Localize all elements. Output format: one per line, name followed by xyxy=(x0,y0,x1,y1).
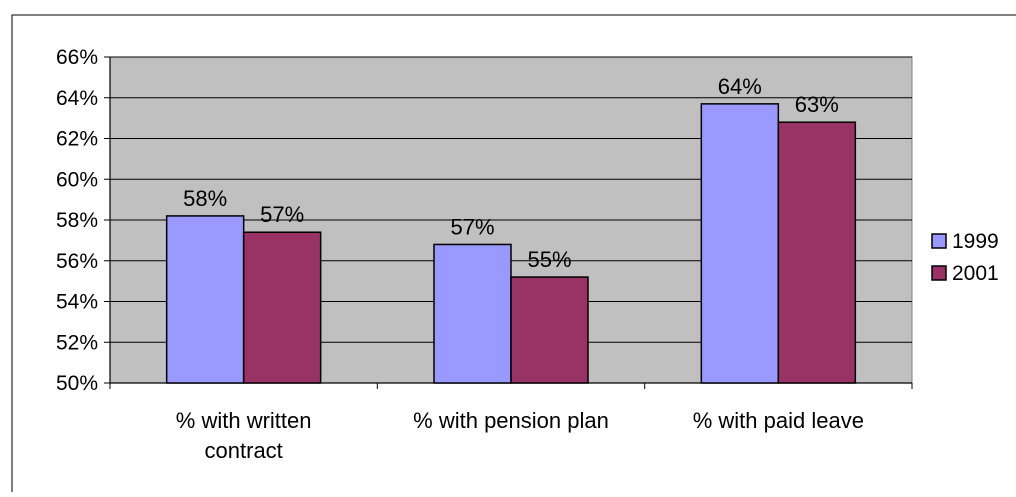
bar-1999-1 xyxy=(433,243,512,384)
legend: 1999 2001 xyxy=(928,226,1016,294)
y-tick-label: 66% xyxy=(56,46,98,69)
data-label: 57% xyxy=(450,214,494,239)
y-tick-label: 56% xyxy=(56,250,98,273)
bars xyxy=(165,103,857,384)
bar-2001-0 xyxy=(242,231,322,384)
legend-label-2001: 2001 xyxy=(952,262,999,285)
y-tick-label: 58% xyxy=(56,209,98,232)
bar-1999-0 xyxy=(165,215,245,384)
bar-2001-1 xyxy=(510,276,589,384)
y-tick-label: 50% xyxy=(56,372,98,395)
y-tick-label: 60% xyxy=(56,168,98,191)
y-tick-label: 54% xyxy=(56,291,98,314)
x-category-label-line: % with paid leave xyxy=(693,408,864,433)
data-labels: 58% 57% 57% 55% 64% 63% xyxy=(183,74,839,272)
bar-1999-2 xyxy=(700,103,780,384)
x-category-label-line: % with pension plan xyxy=(413,408,609,433)
data-label: 64% xyxy=(718,74,762,99)
data-label: 63% xyxy=(795,92,839,117)
data-label: 55% xyxy=(527,247,571,272)
y-tick-label: 62% xyxy=(56,128,98,151)
legend-label-1999: 1999 xyxy=(952,230,999,253)
bar-2001-2 xyxy=(777,121,857,384)
axes: 50% 52% 54% 56% 58% 60% 62% 64% 66% % with writte… xyxy=(56,46,913,463)
x-category-label: % with paid leave xyxy=(693,408,864,433)
x-category-label: % with written contract xyxy=(176,408,312,463)
data-label: 58% xyxy=(183,186,227,211)
x-category-label: % with pension plan xyxy=(413,408,609,433)
data-label: 57% xyxy=(260,202,304,227)
legend-swatch-2001 xyxy=(931,265,947,281)
y-tick-label: 52% xyxy=(56,331,98,354)
x-category-label-line: contract xyxy=(205,438,283,463)
y-tick-label: 64% xyxy=(56,87,98,110)
legend-swatch-1999 xyxy=(931,233,947,249)
x-category-label-line: % with written xyxy=(176,408,312,433)
